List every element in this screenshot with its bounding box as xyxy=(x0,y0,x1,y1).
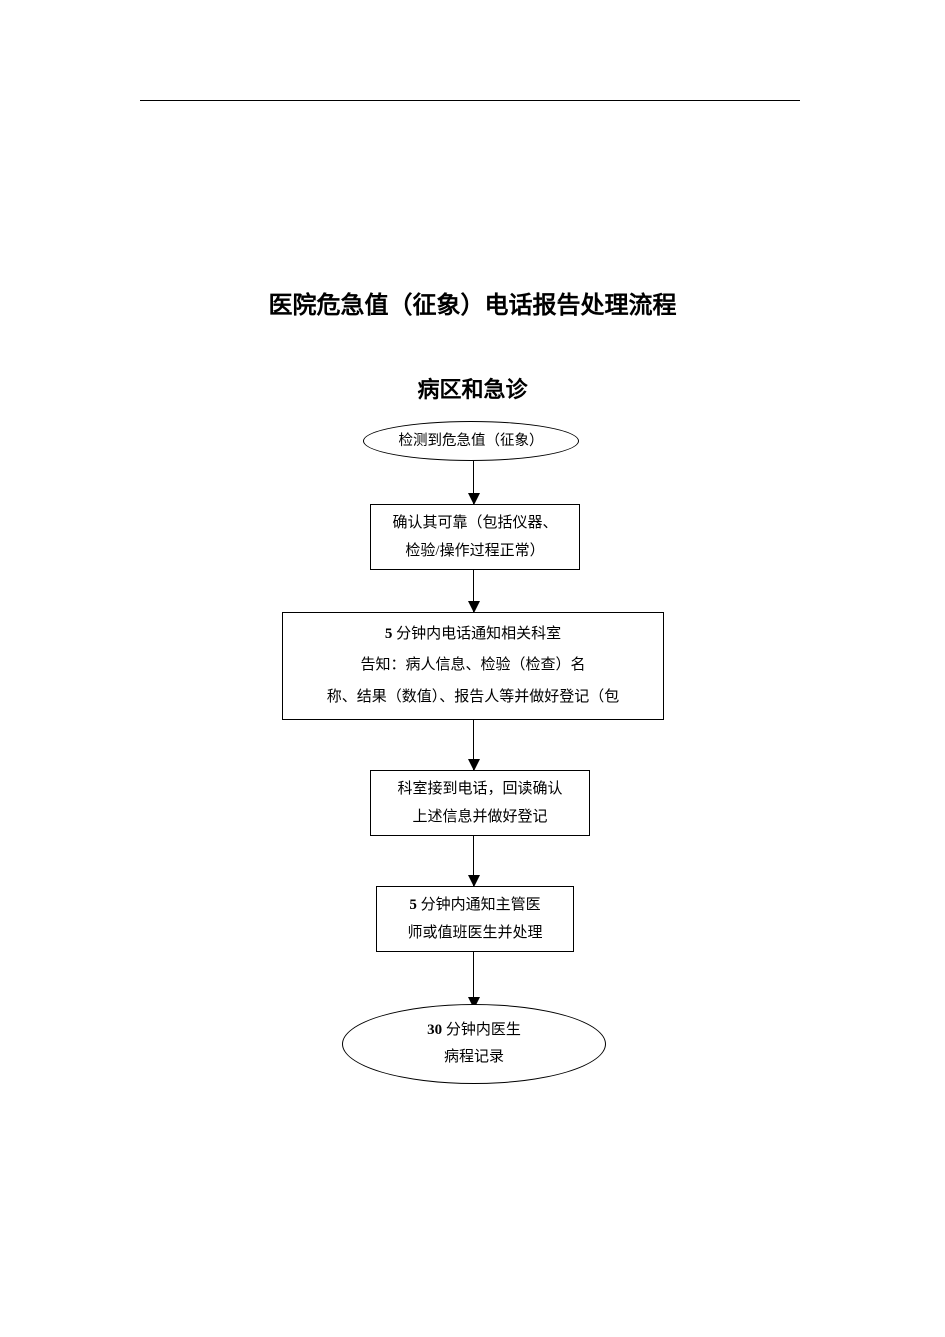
page: 医院危急值（征象）电话报告处理流程 病区和急诊 检测到危急值（征象） 确认其可靠… xyxy=(0,0,945,1337)
flow-node-line: 5 分钟内通知主管医 xyxy=(409,891,540,920)
flow-arrow xyxy=(473,836,474,886)
flow-node-notify-dept: 5 分钟内电话通知相关科室 告知：病人信息、检验（检查）名 称、结果（数值）、报… xyxy=(282,612,664,720)
flow-node-text: 分钟内电话通知相关科室 xyxy=(392,626,561,642)
flow-arrow xyxy=(473,461,474,504)
flow-node-notify-doctor: 5 分钟内通知主管医 师或值班医生并处理 xyxy=(376,886,574,952)
flow-node-line: 确认其可靠（包括仪器、 xyxy=(392,509,557,538)
bold-number: 5 xyxy=(409,897,417,913)
flow-node-detect: 检测到危急值（征象） xyxy=(363,421,579,461)
flow-arrow xyxy=(473,952,474,1008)
flow-node-text: 分钟内通知主管医 xyxy=(417,897,541,913)
flow-node-line: 上述信息并做好登记 xyxy=(412,803,547,832)
flow-node-line: 病程记录 xyxy=(444,1044,504,1071)
bold-number: 30 xyxy=(427,1022,442,1038)
flow-node-line: 师或值班医生并处理 xyxy=(407,919,542,948)
flow-node-label: 检测到危急值（征象） xyxy=(399,431,544,451)
flow-node-line: 称、结果（数值）、报告人等并做好登记（包 xyxy=(327,682,620,714)
page-title: 医院危急值（征象）电话报告处理流程 xyxy=(0,285,945,320)
flow-node-readback: 科室接到电话，回读确认 上述信息并做好登记 xyxy=(370,770,590,836)
flow-arrow xyxy=(473,720,474,770)
flow-node-text: 分钟内医生 xyxy=(442,1022,521,1038)
flow-node-line: 科室接到电话，回读确认 xyxy=(397,775,562,804)
flow-node-line: 检验/操作过程正常） xyxy=(405,537,544,566)
flow-node-record: 30 分钟内医生 病程记录 xyxy=(342,1004,606,1084)
flow-node-line: 告知：病人信息、检验（检查）名 xyxy=(360,650,585,682)
flow-arrow xyxy=(473,570,474,612)
top-rule xyxy=(140,100,800,101)
flow-node-line: 30 分钟内医生 xyxy=(427,1017,521,1044)
page-subtitle: 病区和急诊 xyxy=(0,372,945,404)
flow-node-line: 5 分钟内电话通知相关科室 xyxy=(385,619,561,651)
flow-node-confirm: 确认其可靠（包括仪器、 检验/操作过程正常） xyxy=(370,504,580,570)
